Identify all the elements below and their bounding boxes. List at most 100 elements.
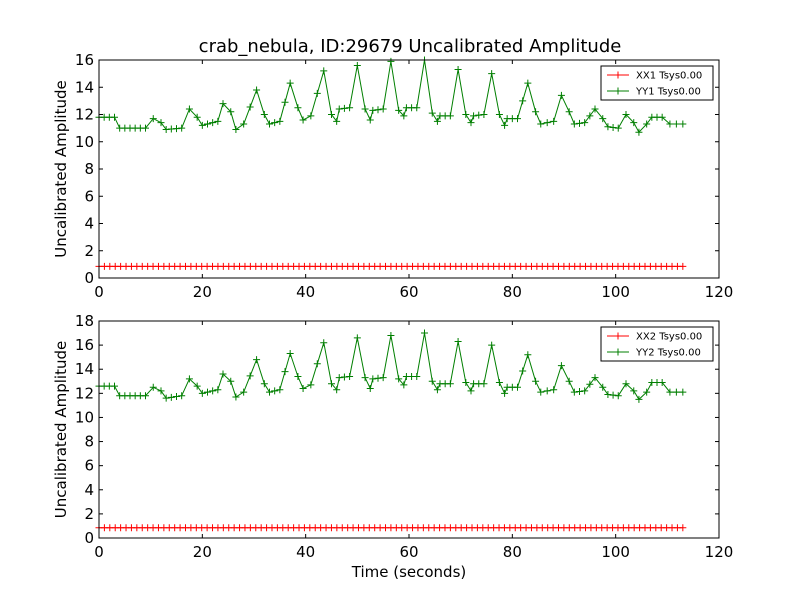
point-marker <box>475 111 483 119</box>
point-marker <box>328 380 335 388</box>
x-tick-label: 60 <box>399 543 418 561</box>
point-marker <box>361 105 369 113</box>
point-marker <box>679 262 687 270</box>
legend-box <box>600 326 714 362</box>
point-marker <box>658 378 666 386</box>
point-marker <box>286 79 294 87</box>
point-marker <box>185 375 193 383</box>
legend-marker <box>614 332 622 340</box>
point-marker <box>320 339 328 347</box>
point-marker <box>586 380 594 388</box>
point-marker <box>173 393 180 401</box>
point-marker <box>672 120 680 128</box>
y-tick-label: 0 <box>84 529 94 547</box>
point-marker <box>271 387 279 395</box>
x-tick-label: 0 <box>94 283 104 301</box>
point-marker <box>157 119 165 127</box>
point-marker <box>635 128 643 136</box>
point-marker <box>276 117 284 125</box>
legend-box <box>600 65 714 101</box>
point-marker <box>214 386 222 394</box>
y-axis-label: Uncalibrated Amplitude <box>52 80 70 257</box>
legend-marker <box>614 87 622 95</box>
point-marker <box>193 382 201 390</box>
point-marker <box>537 388 545 396</box>
point-marker <box>333 386 341 394</box>
point-marker <box>346 104 354 112</box>
legend: XX2 Tsys0.00 YY2 Tsys0.00 <box>600 326 714 362</box>
point-marker <box>565 108 573 116</box>
x-tick-label: 40 <box>296 283 315 301</box>
point-marker <box>281 98 289 106</box>
point-marker <box>307 112 315 120</box>
point-marker <box>604 123 612 131</box>
point-marker <box>198 121 206 129</box>
point-marker <box>630 119 638 127</box>
x-tick-label: 80 <box>503 283 522 301</box>
subplot-1: 0 20 40 60 80 100 120 0 2 4 6 8 10 12 14 16 Uncalibrated… <box>52 51 733 301</box>
point-marker <box>604 391 612 399</box>
point-marker <box>524 351 532 359</box>
x-tick-label: 100 <box>601 543 630 561</box>
y-tick-label: 14 <box>75 78 94 96</box>
y-tick-label: 2 <box>84 505 94 523</box>
x-tick-label: 0 <box>94 543 104 561</box>
point-marker <box>643 388 651 396</box>
point-marker <box>240 388 248 396</box>
point-marker <box>387 57 395 65</box>
point-marker <box>543 387 551 395</box>
point-marker <box>366 385 374 393</box>
point-marker <box>400 381 408 389</box>
point-marker <box>227 377 235 385</box>
y-tick-label: 16 <box>75 336 94 354</box>
point-marker <box>666 388 674 396</box>
point-marker <box>679 388 687 396</box>
point-marker <box>333 117 341 125</box>
x-tick-label: 120 <box>705 543 734 561</box>
point-marker <box>537 120 545 128</box>
chart-title: crab_nebula, ID:29679 Uncalibrated Ampli… <box>199 36 622 57</box>
x-tick-label: 80 <box>503 543 522 561</box>
x-tick-label: 100 <box>601 283 630 301</box>
x-tick-label: 20 <box>193 283 212 301</box>
point-marker <box>340 373 348 381</box>
point-marker <box>294 372 302 380</box>
point-marker <box>550 117 558 125</box>
point-marker <box>462 111 470 118</box>
point-marker <box>209 119 217 127</box>
point-marker <box>630 387 638 395</box>
point-marker <box>142 124 149 132</box>
point-marker <box>570 120 578 128</box>
point-marker <box>369 375 377 383</box>
point-marker <box>514 383 521 391</box>
point-marker <box>299 116 307 124</box>
point-marker <box>246 103 254 111</box>
point-marker <box>149 383 157 391</box>
point-marker <box>346 372 354 380</box>
point-marker <box>209 387 217 395</box>
point-marker <box>149 115 157 123</box>
legend-label: YY1 Tsys0.00 <box>635 87 701 98</box>
series-2 <box>95 329 687 403</box>
point-marker <box>395 375 403 383</box>
point-marker <box>565 377 573 385</box>
point-marker <box>672 388 680 396</box>
point-marker <box>313 360 321 368</box>
point-marker <box>524 79 532 87</box>
point-marker <box>550 386 558 394</box>
point-marker <box>260 111 268 118</box>
subplot-2: 0 20 40 60 80 100 120 0 2 4 6 8 10 12 14 16 18 Uncalibrat… <box>52 312 733 581</box>
legend-marker <box>614 348 622 356</box>
y-tick-label: 4 <box>84 481 94 499</box>
point-marker <box>591 105 599 113</box>
legend-label: XX1 Tsys0.00 <box>636 71 702 82</box>
point-marker <box>266 120 273 128</box>
point-marker <box>501 121 509 129</box>
point-marker <box>428 377 436 385</box>
point-marker <box>643 120 651 128</box>
point-marker <box>271 119 279 127</box>
point-marker <box>532 108 540 116</box>
legend-entry: YY2 Tsys0.00 <box>607 348 701 359</box>
point-marker <box>467 119 475 127</box>
point-marker <box>480 380 488 388</box>
